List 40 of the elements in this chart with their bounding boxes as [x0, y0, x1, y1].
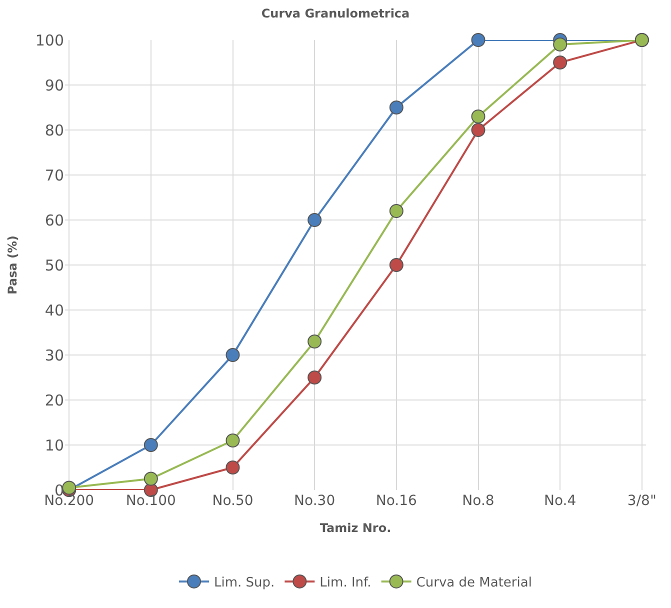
chart-title: Curva Granulometrica	[261, 6, 410, 21]
x-tick-label: No.16	[376, 493, 418, 509]
x-tick-label: No.200	[44, 493, 94, 509]
y-tick-label: 30	[44, 346, 64, 364]
y-tick-label: 50	[44, 256, 64, 274]
legend-label: Curva de Material	[416, 576, 532, 591]
y-tick-label: 80	[44, 121, 64, 140]
point	[553, 38, 568, 52]
point	[471, 33, 486, 47]
y-tick-label: 100	[35, 31, 64, 50]
x-tick-label: No.30	[294, 493, 336, 509]
y-tick-label: 40	[44, 301, 64, 320]
y-tick-label: 70	[44, 166, 64, 184]
point	[553, 56, 568, 70]
point	[308, 334, 322, 348]
point	[226, 348, 240, 362]
x-tick-label: No.100	[126, 493, 176, 509]
y-tick-label: 20	[44, 391, 64, 410]
y-tick-label: 90	[44, 76, 64, 94]
point	[389, 204, 404, 218]
y-tick-label: 10	[44, 436, 64, 454]
point	[471, 123, 486, 137]
point	[226, 460, 240, 474]
x-tick-label: No.8	[462, 493, 494, 509]
point	[308, 213, 322, 227]
point	[308, 370, 322, 384]
point	[389, 258, 404, 272]
point	[226, 434, 240, 448]
point	[471, 110, 486, 124]
x-tick-label: No.50	[212, 493, 254, 509]
point	[389, 100, 404, 114]
y-axis-title: Pasa (%)	[6, 236, 20, 294]
point	[144, 472, 158, 486]
legend-label: Lim. Sup.	[214, 576, 275, 591]
y-tick-label: 60	[44, 211, 64, 230]
x-tick-label: 3/8"	[627, 493, 656, 509]
x-tick-label: No.4	[544, 493, 576, 509]
point	[144, 438, 158, 452]
legend-label: Lim. Inf.	[320, 576, 372, 591]
x-axis-title: Tamiz Nro.	[320, 520, 392, 535]
